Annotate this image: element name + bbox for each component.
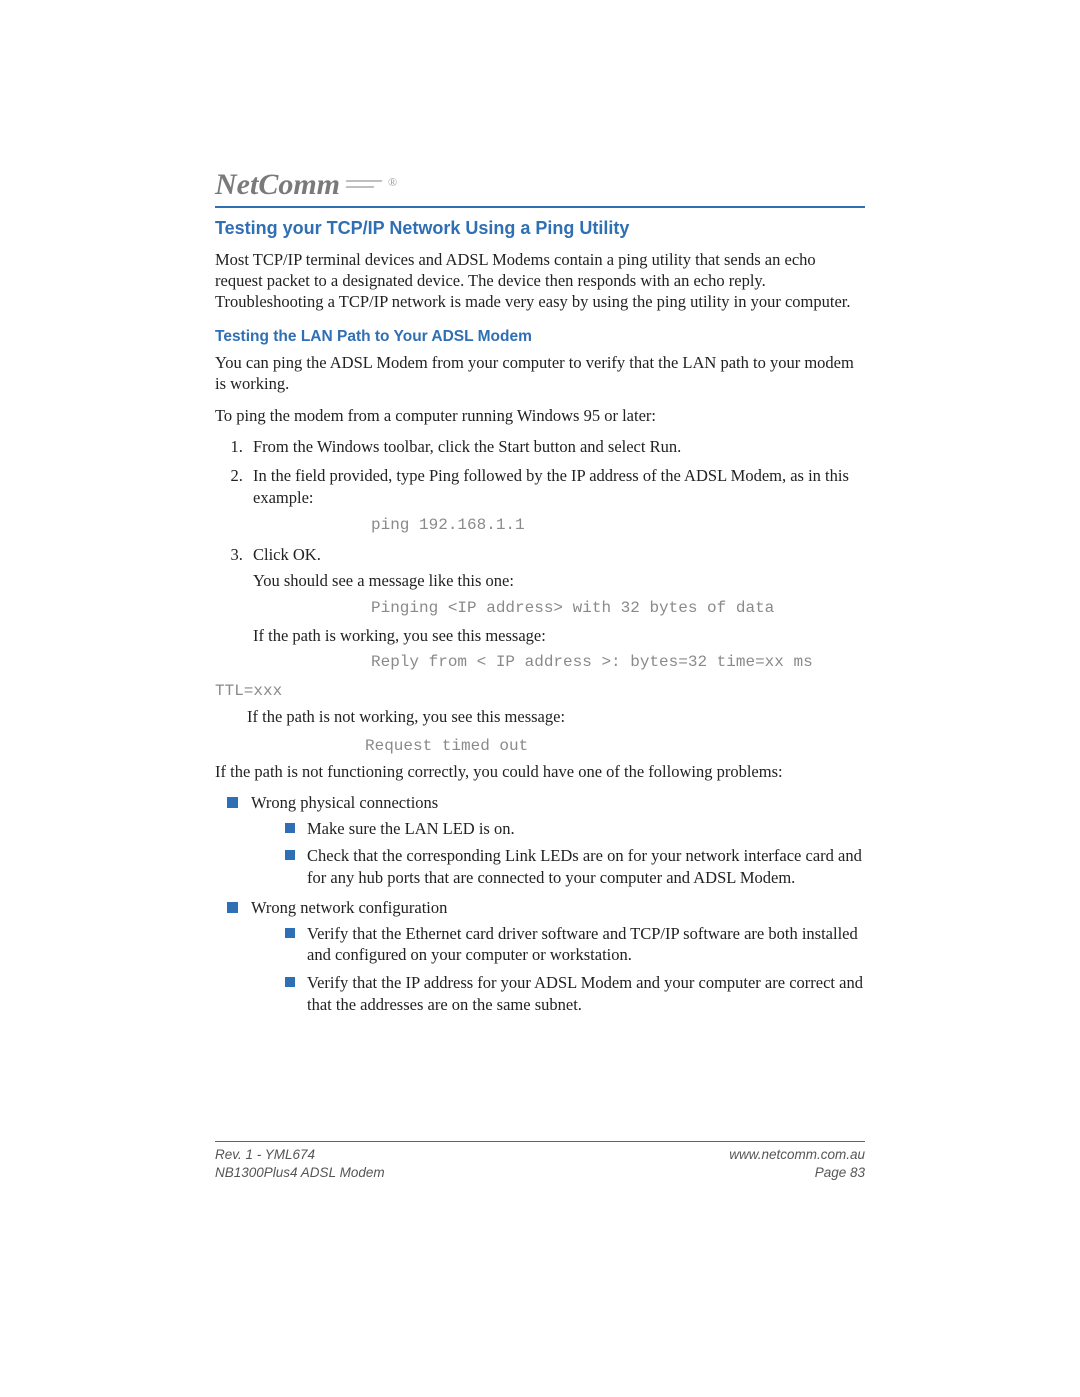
brand-logo: NetComm ® xyxy=(215,170,865,200)
paragraph: You can ping the ADSL Modem from your co… xyxy=(215,352,865,394)
footer-page-number: Page 83 xyxy=(815,1164,865,1182)
step-text: From the Windows toolbar, click the Star… xyxy=(253,437,681,456)
list-item: Make sure the LAN LED is on. xyxy=(281,818,865,840)
list-text: Make sure the LAN LED is on. xyxy=(307,819,515,838)
code-line: TTL=xxx xyxy=(215,682,865,700)
list-text: Verify that the Ethernet card driver sof… xyxy=(307,924,858,965)
paragraph: If the path is not functioning correctly… xyxy=(215,761,865,782)
footer-product: NB1300Plus4 ADSL Modem xyxy=(215,1164,385,1182)
list-text: Check that the corresponding Link LEDs a… xyxy=(307,846,862,887)
list-item: Check that the corresponding Link LEDs a… xyxy=(281,845,865,889)
footer-revision: Rev. 1 - YML674 xyxy=(215,1146,315,1164)
heading-2: Testing the LAN Path to Your ADSL Modem xyxy=(215,328,865,346)
bullet-list-level-2: Verify that the Ethernet card driver sof… xyxy=(251,923,865,1016)
document-page: NetComm ® Testing your TCP/IP Network Us… xyxy=(0,0,1080,1397)
code-line: Request timed out xyxy=(365,737,865,755)
list-text: Wrong physical connections xyxy=(251,793,438,812)
bullet-list-level-2: Make sure the LAN LED is on. Check that … xyxy=(251,818,865,889)
header-rule xyxy=(215,206,865,208)
list-item: Verify that the IP address for your ADSL… xyxy=(281,972,865,1016)
step-item: From the Windows toolbar, click the Star… xyxy=(247,436,865,458)
list-text: Wrong network configuration xyxy=(251,898,447,917)
logo-swoosh-icon xyxy=(346,178,382,192)
logo-text: NetComm xyxy=(215,170,340,200)
heading-1: Testing your TCP/IP Network Using a Ping… xyxy=(215,218,865,239)
step-subtext: You should see a message like this one: xyxy=(253,570,865,592)
footer-url: www.netcomm.com.au xyxy=(729,1146,865,1164)
list-item: Wrong network configuration Verify that … xyxy=(221,897,865,1016)
bullet-list-level-1: Wrong physical connections Make sure the… xyxy=(215,792,865,1016)
paragraph: To ping the modem from a computer runnin… xyxy=(215,405,865,426)
step-text: In the field provided, type Ping followe… xyxy=(253,466,849,507)
step-text: Click OK. xyxy=(253,545,321,564)
step-subtext: If the path is working, you see this mes… xyxy=(253,625,865,647)
code-line: Reply from < IP address >: bytes=32 time… xyxy=(371,652,865,673)
step-item: Click OK. You should see a message like … xyxy=(247,544,865,674)
list-item: Wrong physical connections Make sure the… xyxy=(221,792,865,889)
ordered-steps: From the Windows toolbar, click the Star… xyxy=(215,436,865,674)
intro-paragraph: Most TCP/IP terminal devices and ADSL Mo… xyxy=(215,249,865,312)
page-footer: Rev. 1 - YML674 www.netcomm.com.au NB130… xyxy=(215,1141,865,1182)
list-text: Verify that the IP address for your ADSL… xyxy=(307,973,863,1014)
registered-mark: ® xyxy=(388,175,397,190)
footer-rule xyxy=(215,1141,865,1142)
code-line: ping 192.168.1.1 xyxy=(371,515,865,536)
step-item: In the field provided, type Ping followe… xyxy=(247,465,865,536)
code-line: Pinging <IP address> with 32 bytes of da… xyxy=(371,598,865,619)
list-item: Verify that the Ethernet card driver sof… xyxy=(281,923,865,967)
paragraph: If the path is not working, you see this… xyxy=(247,706,865,727)
